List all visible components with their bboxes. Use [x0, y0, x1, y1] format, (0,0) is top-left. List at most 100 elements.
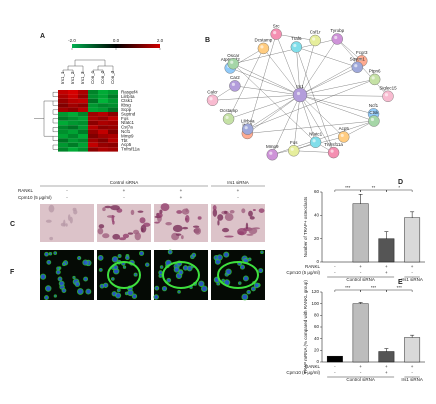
node-highlight [244, 126, 248, 130]
stained-cell [111, 214, 115, 223]
nucleus [116, 288, 121, 293]
stained-cell [160, 203, 170, 212]
node-highlight [231, 82, 235, 86]
network-edge [247, 34, 277, 134]
treatment-sign: + [385, 264, 388, 269]
nucleus [39, 273, 47, 280]
network-node [351, 61, 363, 73]
sig-bracket [334, 289, 361, 292]
sig-label: * [398, 185, 400, 190]
nucleus [76, 288, 84, 295]
y-tick-label: 60 [314, 324, 320, 329]
heatmap-cell [88, 120, 98, 126]
nucleus [241, 293, 249, 301]
y-tick-label: 20 [314, 236, 320, 241]
network-node [290, 41, 303, 53]
nucleus [85, 288, 92, 295]
stained-cell [154, 221, 160, 224]
heatmap-cell [98, 94, 108, 99]
gene-label: Tbt [121, 138, 128, 143]
heatmap-cell [98, 120, 108, 126]
nucleus [178, 269, 184, 275]
bar [404, 337, 421, 363]
network-node [229, 80, 241, 92]
bar [352, 203, 369, 263]
nucleus [221, 278, 225, 283]
treatment-name: RANKL [18, 188, 34, 193]
heatmap-cell [78, 98, 88, 104]
panel-letter: A [40, 33, 45, 40]
network-edge [299, 60, 362, 96]
stained-cell [67, 214, 71, 221]
heatmap-cell [78, 116, 88, 121]
heatmap-cell [108, 134, 118, 139]
group-label: Control siRNA [346, 377, 375, 382]
stained-cell [49, 236, 54, 241]
node-highlight [340, 133, 344, 138]
network-edge [230, 67, 301, 96]
colorbar-label: 2.0 [157, 38, 164, 43]
error-bar [384, 348, 389, 352]
dendrogram [52, 109, 58, 115]
stained-cell [112, 233, 121, 240]
colorbar-label: 0.0 [113, 38, 120, 43]
node-label: Fcgr3 [356, 50, 368, 55]
heatmap-cell [78, 90, 88, 95]
treatment-sign: - [66, 188, 68, 193]
gene-label: Nfatc1 [121, 120, 135, 125]
heatmap-cell [58, 147, 68, 152]
dendrogram [52, 136, 58, 141]
heatmap-cell [68, 116, 78, 121]
sig-bracket [386, 189, 413, 192]
node-label: Tyrobp [330, 28, 344, 33]
sample-label: Irs1_2 [70, 71, 75, 84]
node-highlight [334, 35, 338, 40]
treatment-name: Cpm10 (5 μg/ml) [18, 195, 52, 200]
dendrogram [97, 65, 114, 74]
bar [326, 355, 343, 363]
nucleus [103, 282, 109, 288]
nucleus [158, 273, 163, 278]
network-edge [299, 94, 374, 115]
stained-cell [217, 214, 224, 221]
nucleus [138, 250, 145, 256]
sig-bracket [360, 189, 387, 192]
sample-label: Irs1_1 [60, 71, 65, 84]
sig-bracket [334, 189, 361, 192]
network-edge [233, 63, 316, 143]
heatmap-cell [108, 147, 118, 152]
heatmap-cell [108, 94, 118, 99]
node-label: Tnfrsf11a [324, 142, 343, 147]
heatmap-cell [58, 134, 68, 139]
heatmap-cell [58, 90, 68, 95]
gene-label: Tnfrsf11a [121, 147, 140, 152]
node-highlight [384, 93, 389, 97]
heatmap-cell [98, 142, 108, 148]
error-bar [358, 194, 363, 204]
heatmap-cell [88, 107, 98, 112]
node-label: Siglec15 [379, 85, 397, 90]
node-label: Dcstamp [255, 38, 273, 43]
heatmap-cell [108, 112, 118, 117]
stained-cell [60, 222, 66, 227]
stained-cell [97, 227, 104, 235]
error-bar [410, 334, 415, 338]
nucleus [56, 266, 61, 271]
heatmap-cell [108, 103, 118, 108]
stained-cell [252, 208, 256, 212]
heatmap-cell [108, 107, 118, 112]
heatmap-cell [68, 112, 78, 117]
heatmap-cell [98, 107, 108, 112]
node-highlight [273, 31, 277, 35]
heatmap-cell [58, 98, 68, 104]
network-edge [299, 94, 375, 122]
nucleus [246, 289, 251, 295]
heatmap-cell [88, 90, 98, 95]
treatment-sign: + [385, 270, 388, 275]
heatmap-cell [98, 129, 108, 134]
network-edge [234, 85, 301, 96]
heatmap-cell [88, 98, 98, 104]
network-node [288, 145, 300, 157]
heatmap-cell [68, 107, 78, 112]
